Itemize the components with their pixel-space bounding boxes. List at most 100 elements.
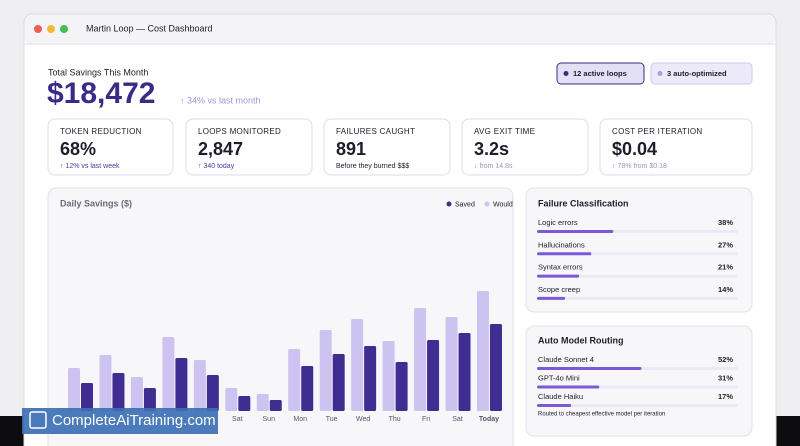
item-name: Claude Haiku	[538, 392, 583, 401]
bar	[332, 354, 345, 411]
bar	[130, 377, 143, 411]
bar	[162, 337, 175, 411]
x-tick-label: Fri	[422, 416, 431, 423]
stat-value: 891	[336, 139, 366, 159]
bar	[288, 349, 301, 411]
stat-label: LOOPS MONITORED	[198, 127, 281, 136]
bar	[68, 368, 80, 411]
item-name: Syntax errors	[538, 263, 583, 272]
watermark: CompleteAiTraining.com	[52, 412, 216, 429]
badge-dot	[563, 71, 569, 76]
legend-swatch	[484, 201, 490, 207]
close-button[interactable]	[34, 25, 42, 33]
bar	[537, 274, 580, 278]
item-pct: 52%	[718, 355, 733, 364]
badge[interactable]	[556, 62, 645, 85]
legend-label: Would have	[493, 201, 530, 208]
routing-panel	[525, 325, 753, 437]
bar-track	[537, 296, 738, 300]
stat-sub: ↓ from 14.8s	[474, 163, 513, 170]
stat-value: 3.2s	[474, 139, 509, 159]
bar	[395, 362, 408, 411]
item-pct: 14%	[718, 285, 733, 294]
bar	[537, 367, 642, 370]
bar	[193, 360, 206, 411]
bar	[427, 340, 440, 411]
x-tick-label: Sat	[452, 416, 463, 423]
title-bar	[24, 14, 776, 45]
bar	[99, 355, 112, 411]
item-pct: 31%	[718, 373, 733, 382]
bar-track	[537, 404, 738, 407]
chart-title: Daily Savings ($)	[60, 198, 132, 208]
bar	[81, 383, 93, 411]
x-tick-label: Mon	[293, 416, 307, 423]
item-name: Scope creep	[538, 285, 580, 294]
routing-note: Routed to cheapest effective model per i…	[538, 412, 665, 418]
badge-label: 12 active loops	[573, 69, 627, 78]
bar	[537, 404, 572, 407]
badge-dot	[657, 71, 663, 76]
bar	[175, 358, 188, 411]
failure-panel	[525, 187, 753, 313]
window-title: Martin Loop — Cost Dashboard	[86, 23, 213, 33]
bar	[256, 394, 269, 411]
bar	[225, 388, 238, 411]
maximize-button[interactable]	[60, 25, 68, 33]
x-tick-label: Sun	[263, 416, 276, 423]
stat-sub: Before they burned $$$	[336, 163, 409, 170]
bar	[351, 319, 364, 411]
panel-title: Auto Model Routing	[538, 335, 623, 345]
stat-value: 2,847	[198, 139, 243, 159]
stat-sub: ↑ 340 today	[198, 163, 235, 170]
bar	[238, 396, 251, 411]
x-tick-label: Tue	[326, 416, 338, 423]
bar	[445, 317, 458, 411]
item-pct: 27%	[718, 240, 733, 249]
bar	[364, 346, 377, 411]
bar	[382, 341, 395, 411]
stat-value: 68%	[60, 139, 96, 159]
item-pct: 17%	[718, 392, 733, 401]
x-tick-label: Today	[479, 416, 499, 423]
x-tick-label: Thu	[389, 416, 401, 423]
bar	[112, 373, 125, 411]
bar	[301, 366, 314, 411]
savings-change: ↑ 34% vs last month	[180, 95, 261, 105]
legend-label: Saved	[455, 201, 475, 208]
bar	[269, 400, 282, 411]
minimize-button[interactable]	[47, 25, 55, 33]
bar	[206, 375, 219, 411]
item-name: GPT-4o Mini	[538, 373, 580, 382]
bar	[537, 296, 566, 300]
legend-swatch	[446, 201, 452, 207]
item-name: Claude Sonnet 4	[538, 355, 594, 364]
stat-label: TOKEN REDUCTION	[60, 127, 142, 136]
bar	[414, 308, 427, 411]
item-name: Logic errors	[538, 218, 578, 227]
stat-label: AVG EXIT TIME	[474, 127, 535, 136]
stat-card	[185, 118, 313, 176]
item-name: Hallucinations	[538, 240, 585, 249]
bar	[537, 230, 614, 233]
stat-card	[323, 118, 451, 176]
panel-title: Failure Classification	[538, 198, 629, 208]
badge[interactable]	[650, 62, 753, 85]
bar	[458, 333, 471, 411]
watermark-box	[22, 408, 218, 434]
stat-card	[461, 118, 589, 176]
stat-label: COST PER ITERATION	[612, 127, 702, 136]
bar-track	[537, 274, 738, 278]
x-tick-label: Wed	[356, 416, 370, 423]
savings-total: $18,472	[47, 77, 155, 110]
bar	[476, 291, 489, 411]
stat-card	[599, 118, 753, 176]
item-pct: 38%	[718, 218, 733, 227]
bar	[537, 385, 600, 389]
bar	[319, 330, 332, 411]
stat-sub: ↑ 78% from $0.18	[612, 163, 667, 170]
bar	[489, 324, 502, 411]
badge-label: 3 auto-optimized	[667, 69, 727, 78]
item-pct: 21%	[718, 263, 733, 272]
